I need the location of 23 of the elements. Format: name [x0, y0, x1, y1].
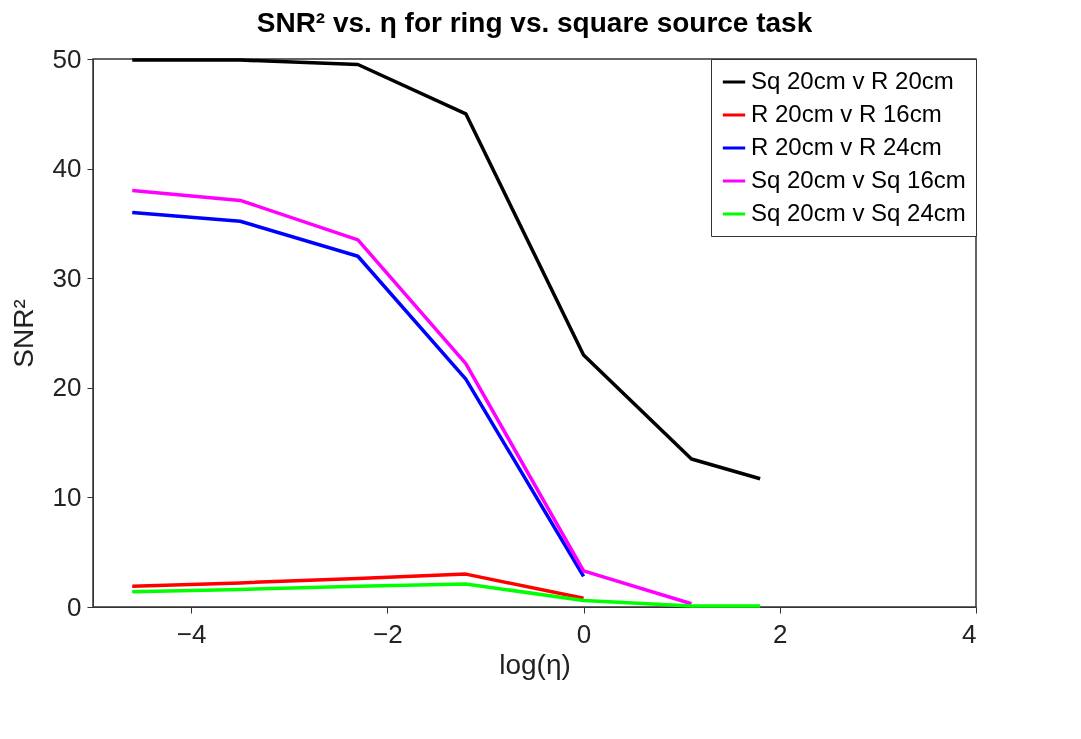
x-tick-label: 0	[576, 618, 592, 649]
x-tick-label: 4	[962, 618, 977, 649]
y-tick-label: 40	[52, 153, 82, 184]
y-tick-label: 20	[52, 372, 82, 403]
y-tick-label: 50	[52, 43, 82, 74]
line-series	[130, 572, 586, 600]
legend-label: Sq 20cm v Sq 24cm	[751, 199, 966, 226]
y-tick-label: 30	[52, 262, 82, 293]
y-tick-label: 10	[52, 481, 82, 512]
line-series	[130, 210, 586, 579]
legend-label: Sq 20cm v R 20cm	[751, 67, 954, 94]
x-tick-label: −4	[176, 618, 207, 649]
x-tick-label: 2	[773, 618, 788, 649]
y-axis-title: SNR²	[7, 299, 39, 368]
line-series	[130, 582, 762, 608]
legend-label: R 20cm v R 24cm	[751, 133, 942, 160]
legend-label: R 20cm v R 16cm	[751, 100, 942, 127]
x-axis-title: log(η)	[499, 648, 571, 680]
chart-title: SNR² vs. η for ring vs. square source task	[256, 7, 813, 38]
legend-label: Sq 20cm v Sq 16cm	[751, 166, 966, 193]
y-tick-label: 0	[67, 591, 82, 622]
x-tick-label: −2	[373, 618, 403, 649]
line-series	[130, 188, 694, 606]
